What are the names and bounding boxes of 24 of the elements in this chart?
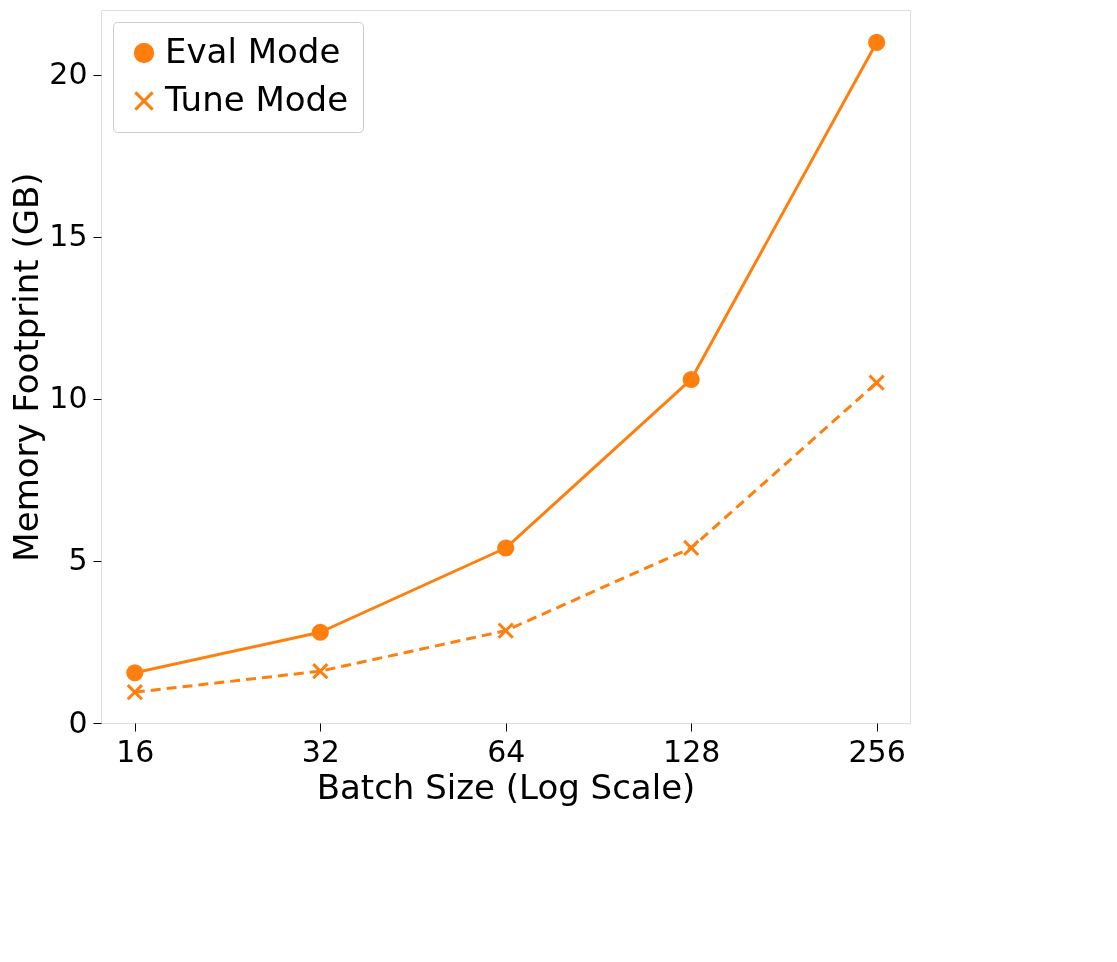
x-tick-label: 64 [487, 733, 526, 769]
point [497, 622, 515, 640]
point [682, 370, 700, 389]
point [868, 374, 886, 392]
y-axis-title: Memory Footprint (GB) [6, 172, 47, 562]
point [311, 662, 329, 680]
legend-label: Tune Mode [164, 79, 349, 119]
point [497, 539, 515, 557]
y-tick-label: 0 [68, 704, 88, 740]
y-tick-label: 15 [49, 218, 88, 254]
x-tick-label: 16 [116, 733, 155, 769]
point [868, 33, 886, 51]
point [126, 683, 144, 701]
point [126, 664, 144, 682]
point [682, 539, 700, 557]
x-tick-label: 32 [301, 733, 340, 769]
x-axis-title: Batch Size (Log Scale) [316, 766, 696, 807]
y-tick-label: 10 [49, 380, 88, 416]
y-tick-label: 5 [68, 542, 88, 578]
legend-label: Eval Mode [165, 31, 341, 71]
x-tick-label: 256 [848, 733, 906, 769]
x-tick-label: 128 [663, 733, 721, 769]
y-tick-label: 20 [49, 56, 88, 92]
point [311, 623, 329, 641]
